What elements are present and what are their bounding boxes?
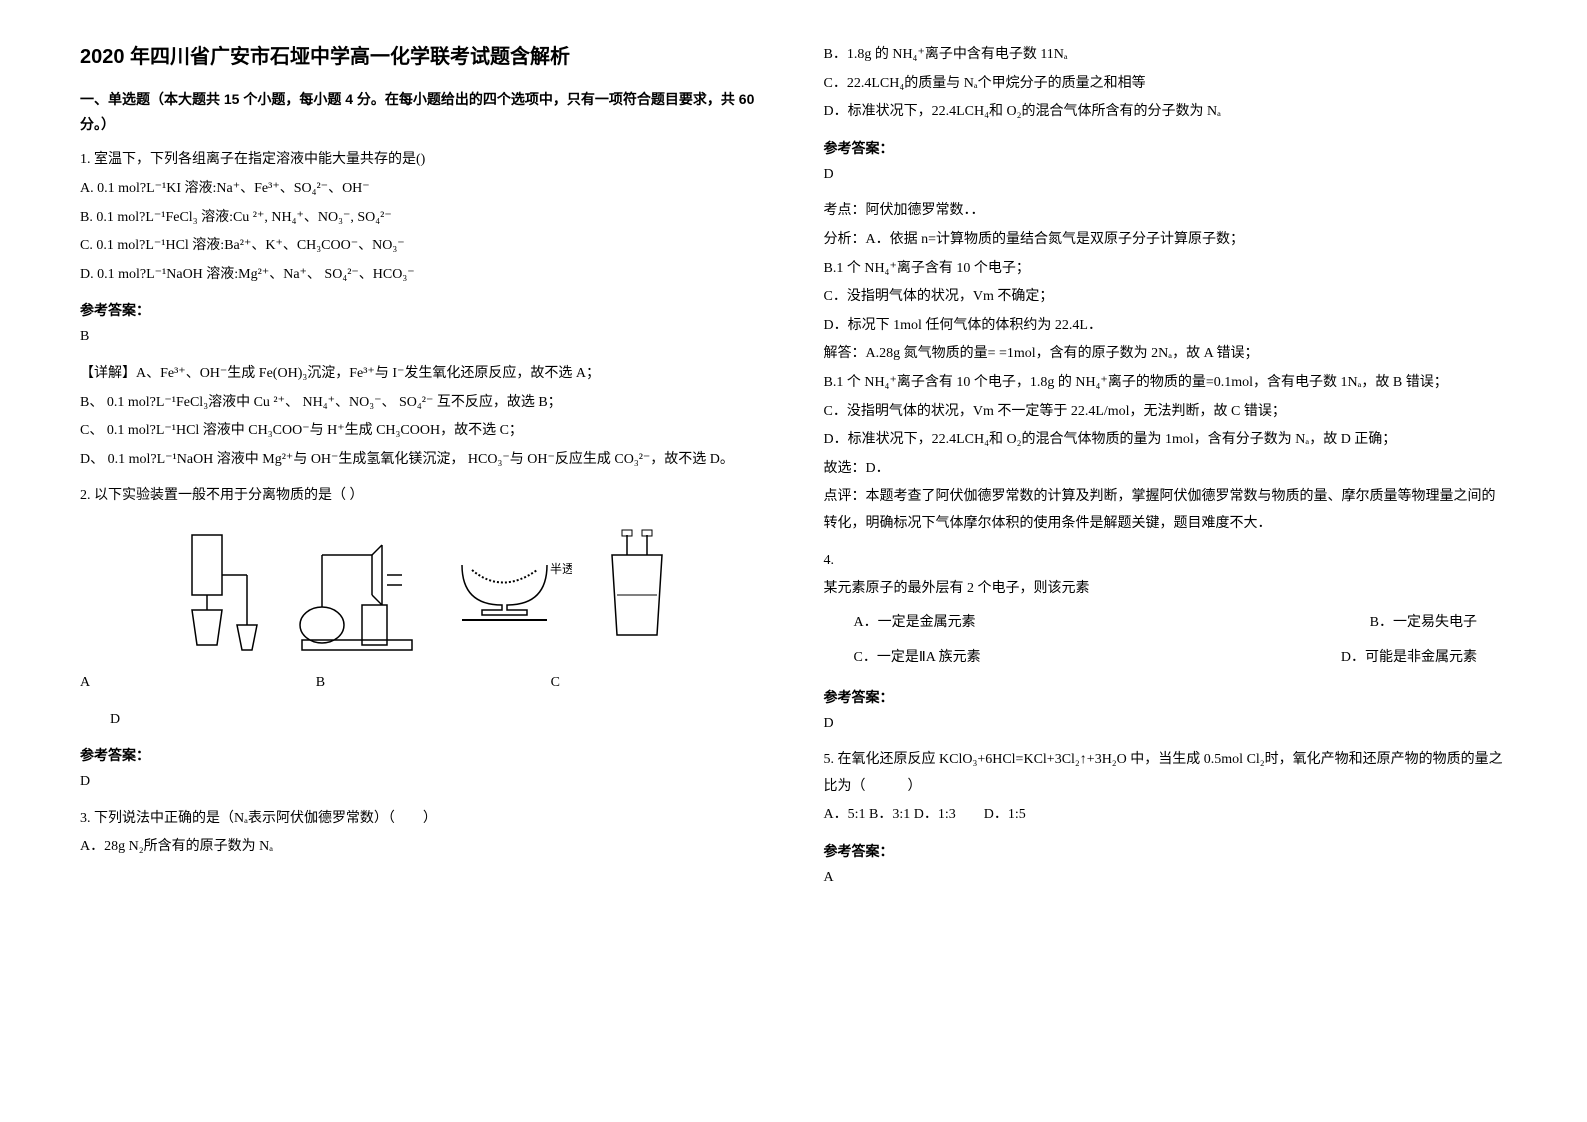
q3-explain: 考点：阿伏加德罗常数．． 分析：A．依据 n=计算物质的量结合氮气是双原子分子计… [824,198,1508,537]
question-2: 2. 以下实验装置一般不用于分离物质的是（ ） [80,483,764,733]
q3-b: B.1 个 NH₄⁺离子含有 10 个电子； [824,256,1508,283]
q3-answer-label: 参考答案： [824,138,1508,158]
svg-text:半透膜: 半透膜 [550,562,572,576]
q5-answer-label: 参考答案： [824,841,1508,861]
q2-labelD: D [80,707,764,734]
q1-explain: 【详解】A、Fe³⁺、OH⁻生成 Fe(OH)₃沉淀，Fe³⁺与 I⁻发生氧化还… [80,361,764,473]
q3-kp: 考点：阿伏加德罗常数．． [824,198,1508,225]
q4-optC: C．一定是ⅡA 族元素 [854,640,981,675]
q2-labelC: C [551,670,560,697]
q1-optB: B. 0.1 mol?L⁻¹FeCl₃ 溶液:Cu ²⁺, NH₄⁺、NO₃⁻,… [80,205,764,232]
q3-jdd: D．标准状况下，22.4LCH₄和 O₂的混合气体物质的量为 1mol，含有分子… [824,427,1508,454]
q4-optA: A．一定是金属元素 [854,605,976,640]
q1-explain1: 【详解】A、Fe³⁺、OH⁻生成 Fe(OH)₃沉淀，Fe³⁺与 I⁻发生氧化还… [80,361,764,388]
q2-labelB: B [316,670,325,697]
q1-explain3: C、 0.1 mol?L⁻¹HCl 溶液中 CH₃COO⁻与 H⁺生成 CH₃C… [80,418,764,445]
q3-optB: B．1.8g 的 NH₄⁺离子中含有电子数 11Nₐ [824,42,1508,69]
question-3-start: 3. 下列说法中正确的是（Nₐ表示阿伏伽德罗常数）（ ） A．28g N₂所含有… [80,806,764,861]
q5-opts: A．5:1 B．3:1 D．1:3 D．1:5 [824,802,1508,829]
q3-jdc: C．没指明气体的状况，Vm 不一定等于 22.4L/mol，无法判断，故 C 错… [824,399,1508,426]
q2-diagrams: 半透膜 [80,525,764,655]
q4-optD: D．可能是非金属元素 [1341,640,1477,675]
left-column: 2020 年四川省广安市石垭中学高一化学联考试题含解析 一、单选题（本大题共 1… [50,40,794,1082]
q3-dp: 点评：本题考查了阿伏伽德罗常数的计算及判断，掌握阿伏伽德罗常数与物质的量、摩尔质… [824,484,1508,537]
question-4: 4. 某元素原子的最外层有 2 个电子，则该元素 A．一定是金属元素 B．一定易… [824,548,1508,675]
q1-explain4: D、 0.1 mol?L⁻¹NaOH 溶液中 Mg²⁺与 OH⁻生成氢氧化镁沉淀… [80,447,764,474]
q2-stem: 2. 以下实验装置一般不用于分离物质的是（ ） [80,483,764,510]
q1-stem: 1. 室温下，下列各组离子在指定溶液中能大量共存的是() [80,147,764,174]
question-1: 1. 室温下，下列各组离子在指定溶液中能大量共存的是() A. 0.1 mol?… [80,147,764,288]
q2-answer-label: 参考答案： [80,745,764,765]
right-column: B．1.8g 的 NH₄⁺离子中含有电子数 11Nₐ C．22.4LCH₄的质量… [794,40,1538,1082]
q4-optB: B．一定易失电子 [1370,605,1477,640]
q3-d: D．标况下 1mol 任何气体的体积约为 22.4L． [824,313,1508,340]
q1-optD: D. 0.1 mol?L⁻¹NaOH 溶液:Mg²⁺、Na⁺、 SO₄²⁻、HC… [80,262,764,289]
q1-answer-label: 参考答案： [80,300,764,320]
q5-answer: A [824,865,1508,892]
q4-stem: 某元素原子的最外层有 2 个电子，则该元素 [824,576,1508,603]
q3-stem: 3. 下列说法中正确的是（Nₐ表示阿伏伽德罗常数）（ ） [80,806,764,833]
q1-optC: C. 0.1 mol?L⁻¹HCl 溶液:Ba²⁺、K⁺、CH₃COO⁻、NO₃… [80,233,764,260]
q3-jdb: B.1 个 NH₄⁺离子含有 10 个电子，1.8g 的 NH₄⁺离子的物质的量… [824,370,1508,397]
q3-answer: D [824,162,1508,189]
q4-answer-label: 参考答案： [824,687,1508,707]
q4-answer: D [824,711,1508,738]
q3-gx: 故选：D． [824,456,1508,483]
q4-row1: A．一定是金属元素 B．一定易失电子 [824,605,1508,640]
q3-fx: 分析：A．依据 n=计算物质的量结合氮气是双原子分子计算原子数； [824,227,1508,254]
q4-row2: C．一定是ⅡA 族元素 D．可能是非金属元素 [824,640,1508,675]
diagram-b-icon [292,525,422,655]
q3-optA: A．28g N₂所含有的原子数为 Nₐ [80,834,764,861]
q4-num: 4. [824,548,1508,575]
q1-answer: B [80,324,764,351]
q1-explain2: B、 0.1 mol?L⁻¹FeCl₃溶液中 Cu ²⁺、 NH₄⁺、NO₃⁻、… [80,390,764,417]
q1-optA: A. 0.1 mol?L⁻¹KI 溶液:Na⁺、Fe³⁺、SO₄²⁻、OH⁻ [80,176,764,203]
diagram-c-icon: 半透膜 [452,525,572,655]
q2-labelA: A [80,670,90,697]
q5-stem: 5. 在氧化还原反应 KClO₃+6HCl=KCl+3Cl₂↑+3H₂O 中，当… [824,747,1508,800]
q2-answer: D [80,769,764,796]
question-5: 5. 在氧化还原反应 KClO₃+6HCl=KCl+3Cl₂↑+3H₂O 中，当… [824,747,1508,829]
question-3-cont: B．1.8g 的 NH₄⁺离子中含有电子数 11Nₐ C．22.4LCH₄的质量… [824,42,1508,126]
page-title: 2020 年四川省广安市石垭中学高一化学联考试题含解析 [80,40,764,69]
q3-optC: C．22.4LCH₄的质量与 Nₐ个甲烷分子的质量之和相等 [824,71,1508,98]
section-heading: 一、单选题（本大题共 15 个小题，每小题 4 分。在每小题给出的四个选项中，只… [80,87,764,137]
diagram-a-icon [172,525,262,655]
q2-labels: A B C [80,670,560,697]
q3-c: C．没指明气体的状况，Vm 不确定； [824,284,1508,311]
diagram-d-icon [602,525,672,655]
q3-optD: D．标准状况下，22.4LCH₄和 O₂的混合气体所含有的分子数为 Nₐ [824,99,1508,126]
q3-jda: 解答：A.28g 氮气物质的量= =1mol，含有的原子数为 2Nₐ，故 A 错… [824,341,1508,368]
